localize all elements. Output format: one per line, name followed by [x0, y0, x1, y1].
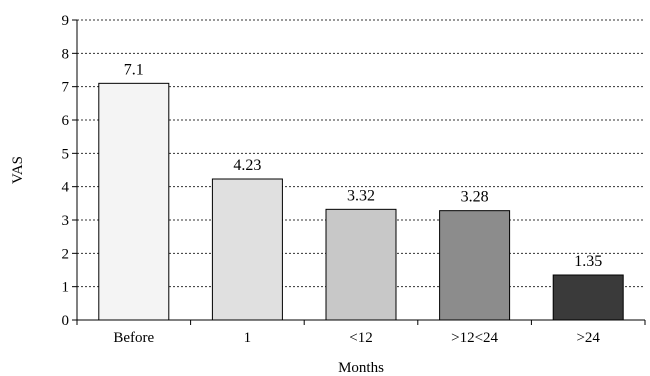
bar-value-label: 3.32	[347, 187, 375, 204]
x-tick-label: <12	[349, 330, 372, 346]
bar	[552, 274, 624, 321]
y-tick-label: 9	[62, 13, 70, 29]
x-tick-label: >24	[576, 330, 600, 346]
x-tick-label: 1	[244, 330, 252, 346]
x-tick-label: Before	[113, 330, 154, 346]
y-tick-label: 6	[62, 113, 70, 129]
x-axis-title: Months	[338, 360, 384, 376]
y-tick-label: 2	[62, 246, 70, 262]
bar	[325, 208, 397, 321]
bars	[98, 82, 624, 321]
x-tick-label: >12<24	[451, 330, 498, 346]
y-axis-title: VAS	[10, 156, 26, 184]
y-tick-label: 4	[62, 180, 70, 196]
x-ticks: Before 1 <12 >12<24 >24	[76, 320, 646, 346]
y-tick-label: 7	[62, 80, 70, 96]
y-ticks: 0 1 2 3 4 5 6 7 8 9	[62, 13, 77, 329]
bar-value-label: 4.23	[233, 157, 261, 174]
y-tick-label: 0	[62, 313, 70, 329]
y-tick-label: 3	[62, 213, 70, 229]
bar-value-label: 7.1	[124, 61, 144, 78]
axes	[76, 20, 645, 321]
y-tick-label: 8	[62, 46, 70, 62]
y-tick-label: 1	[62, 280, 70, 296]
data-labels: 7.1 4.23 3.32 3.28 1.35	[124, 61, 602, 270]
y-tick-label: 5	[62, 146, 70, 162]
bar-value-label: 1.35	[574, 253, 602, 270]
bar	[211, 178, 283, 321]
bar	[98, 82, 170, 321]
bar-value-label: 3.28	[461, 189, 489, 206]
bar	[439, 210, 511, 321]
